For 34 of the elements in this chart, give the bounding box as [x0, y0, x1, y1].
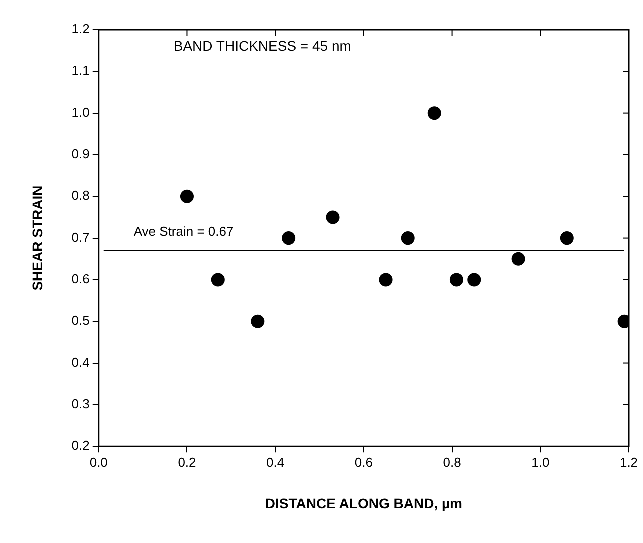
point: [450, 273, 464, 287]
x-tick-label: 0.2: [178, 454, 196, 470]
ref-line-label: Ave Strain = 0.67: [134, 224, 234, 239]
x-tick-label: 1.2: [620, 454, 638, 470]
y-tick-label: 0.5: [72, 313, 90, 328]
point: [512, 252, 526, 266]
y-tick-label: 0.6: [72, 272, 90, 287]
point: [282, 232, 296, 246]
x-tick-label: 0.4: [266, 454, 285, 470]
point: [560, 232, 574, 246]
y-tick-label: 0.7: [72, 230, 90, 245]
y-tick-label: 1.0: [72, 104, 90, 120]
annotation: BAND THICKNESS = 45 nm: [174, 38, 352, 54]
point: [468, 273, 482, 287]
x-tick-label: 0.6: [354, 454, 373, 470]
point: [251, 314, 265, 328]
point: [211, 273, 225, 287]
y-tick-label: 1.1: [72, 63, 90, 78]
point: [428, 106, 442, 120]
y-tick-label: 1.2: [72, 22, 90, 37]
y-tick-label: 0.3: [72, 396, 90, 412]
y-tick-label: 0.8: [72, 188, 90, 204]
y-tick-label: 0.2: [72, 438, 90, 454]
x-axis-title: DISTANCE ALONG BAND, µm: [265, 495, 462, 512]
y-axis-title: SHEAR STRAIN: [29, 186, 46, 291]
point: [379, 273, 393, 287]
point: [180, 190, 194, 204]
point: [326, 210, 340, 224]
x-tick-label: 0.0: [90, 454, 108, 470]
x-tick-label: 0.8: [443, 454, 462, 470]
y-tick-label: 0.9: [72, 146, 90, 162]
x-tick-label: 1.0: [532, 454, 550, 470]
point: [401, 232, 415, 246]
y-tick-label: 0.4: [72, 354, 90, 370]
